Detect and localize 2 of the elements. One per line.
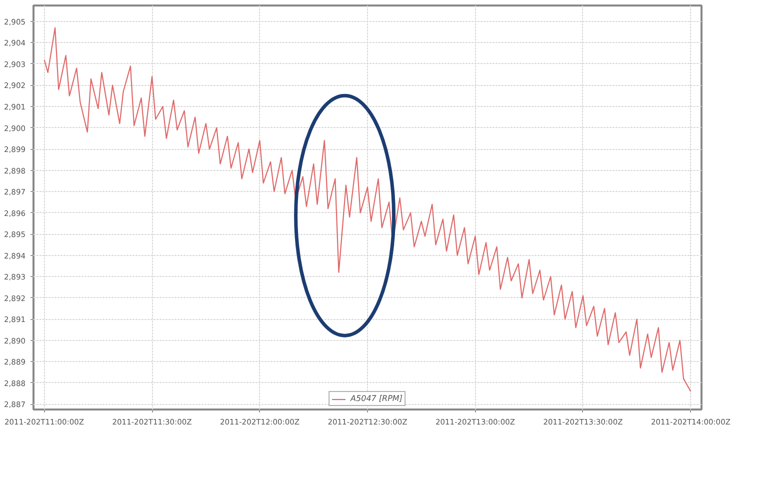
line-series <box>44 27 692 392</box>
legend-label: A5047 [RPM] <box>350 394 402 403</box>
